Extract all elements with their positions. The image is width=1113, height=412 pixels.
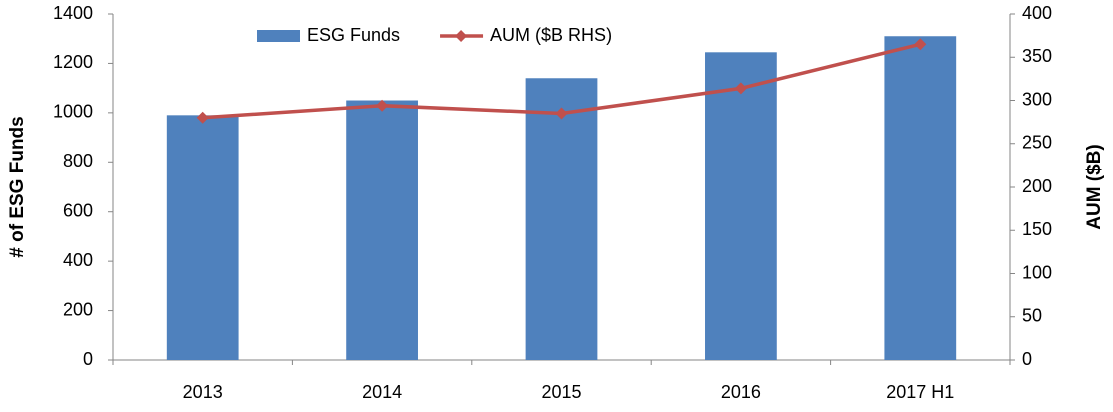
y2-tick-label: 400 [1022, 3, 1052, 23]
y-tick-label: 400 [63, 250, 93, 270]
marker [734, 82, 747, 95]
x-tick-label: 2015 [541, 382, 581, 402]
bar [884, 36, 957, 360]
y2-tick-label: 300 [1022, 89, 1052, 109]
y-tick-label: 1200 [53, 52, 93, 72]
y-tick-label: 200 [63, 299, 93, 319]
y-tick-label: 600 [63, 200, 93, 220]
y2-tick-label: 50 [1022, 306, 1042, 326]
marker [196, 111, 209, 124]
y-tick-label: 0 [83, 349, 93, 369]
bar [346, 100, 418, 360]
y-tick-label: 1400 [53, 3, 93, 23]
y2-tick-label: 100 [1022, 262, 1052, 282]
x-tick-label: 2013 [183, 382, 223, 402]
y-tick-label: 1000 [53, 102, 93, 122]
y2-tick-label: 0 [1022, 349, 1032, 369]
y-tick-label: 800 [63, 151, 93, 171]
bar [705, 52, 777, 361]
legend-label: AUM ($B RHS) [490, 25, 612, 45]
marker [555, 107, 568, 120]
bar [166, 115, 239, 360]
y2-tick-label: 350 [1022, 46, 1052, 66]
legend-swatch [455, 30, 468, 42]
legend-swatch [257, 30, 300, 42]
marker [914, 38, 927, 51]
marker [376, 99, 389, 112]
y-axis-title: # of ESG Funds [7, 116, 28, 257]
y2-tick-label: 250 [1022, 133, 1052, 153]
x-tick-label: 2016 [721, 382, 761, 402]
y2-axis-title: AUM ($B) [1084, 144, 1105, 230]
x-tick-label: 2014 [362, 382, 402, 402]
y2-tick-label: 200 [1022, 176, 1052, 196]
y2-tick-label: 150 [1022, 219, 1052, 239]
bar [525, 78, 598, 360]
x-tick-label: 2017 H1 [886, 382, 954, 402]
legend-label: ESG Funds [307, 25, 400, 45]
